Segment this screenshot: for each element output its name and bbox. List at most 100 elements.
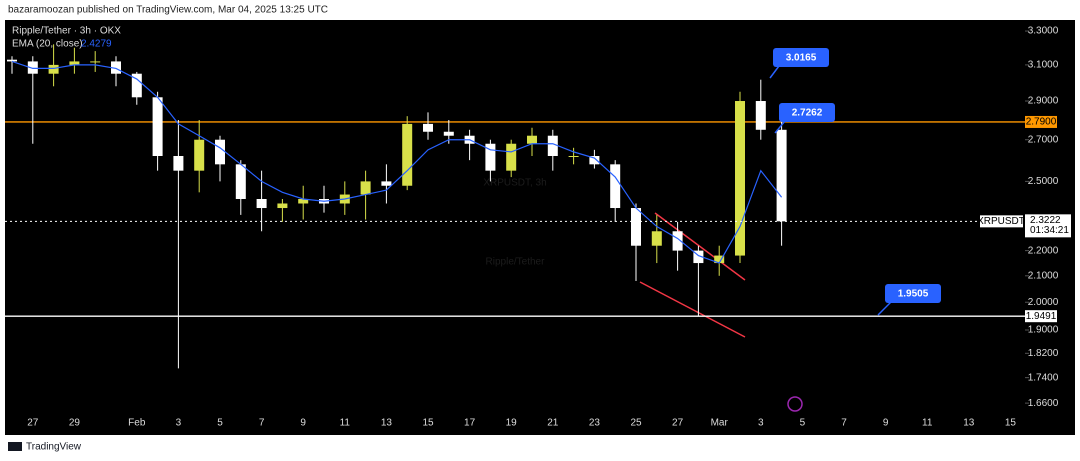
callout-pointer	[877, 301, 892, 316]
candle-body	[672, 231, 683, 251]
candle-body	[173, 156, 184, 171]
candle-body	[381, 181, 392, 186]
candle-body	[589, 156, 600, 165]
x-tick-label: 15	[422, 418, 434, 429]
level-label: 2.7900	[1026, 117, 1057, 128]
trendlines	[639, 212, 746, 338]
trendline	[654, 212, 746, 281]
y-tick-label: 1.7400	[1028, 372, 1059, 383]
x-tick-label: 19	[506, 418, 518, 429]
countdown: 01:34:21	[1030, 225, 1069, 236]
ema-legend: EMA (20, close)	[12, 39, 83, 50]
candle-body	[631, 208, 641, 246]
y-tick-label: 2.9000	[1028, 96, 1059, 107]
x-tick-label: 25	[630, 418, 642, 429]
level-label-box	[1025, 115, 1057, 128]
candle-body	[735, 101, 745, 256]
candle-body	[152, 97, 163, 157]
x-tick-label: 21	[547, 418, 559, 429]
footer: TradingView	[26, 442, 82, 453]
candle-body	[111, 61, 121, 74]
level-label-box	[1025, 310, 1057, 323]
candle-body	[402, 123, 413, 186]
candle-body	[610, 164, 621, 209]
candle-body	[360, 181, 371, 195]
candle-body	[215, 139, 225, 165]
x-tick-label: 17	[464, 418, 476, 429]
callout-label: 3.0165	[786, 53, 817, 64]
y-tick-label: 2.0000	[1028, 297, 1059, 308]
callout-pointer	[774, 120, 786, 134]
candle-body	[693, 250, 704, 264]
y-tick-label: 1.9000	[1028, 325, 1059, 336]
candle-body	[714, 255, 725, 264]
x-tick-label: 13	[381, 418, 393, 429]
x-tick-label: 9	[300, 418, 306, 429]
x-tick-label: 15	[1005, 418, 1017, 429]
candle-body	[485, 143, 496, 171]
candle-body	[776, 129, 787, 222]
ema-value: 2.4279	[81, 39, 112, 50]
candle-body	[194, 139, 205, 171]
y-tick-label: 1.6600	[1028, 398, 1059, 409]
x-tick-label: 23	[589, 418, 601, 429]
x-tick-label: 3	[176, 418, 182, 429]
callout-box	[779, 103, 835, 122]
callout-pointer	[769, 65, 780, 79]
candle-body	[277, 203, 288, 209]
chart-pane	[5, 20, 1075, 435]
candle-body	[755, 101, 766, 130]
symbol-label: XRPUSDT	[977, 216, 1025, 227]
x-tick-label: 3	[758, 418, 764, 429]
x-tick-label: 5	[217, 418, 223, 429]
x-tick-label: 11	[340, 418, 351, 429]
y-tick-label: 2.5000	[1028, 176, 1059, 187]
candle-body	[235, 164, 246, 200]
candle-body	[256, 199, 267, 209]
candle-body	[69, 61, 80, 65]
logo-mark	[8, 442, 22, 451]
x-tick-label: 27	[27, 418, 39, 429]
header: bazaramoozan published on TradingView.co…	[8, 5, 328, 16]
y-tick-label: 1.8200	[1028, 348, 1059, 359]
callout-box	[773, 48, 829, 67]
last-price-box	[1025, 214, 1071, 238]
symbol-box	[980, 215, 1023, 228]
candle-body	[443, 131, 454, 136]
y-tick-label: 2.2000	[1028, 245, 1059, 256]
callout-label: 2.7262	[792, 108, 823, 119]
candle-body	[48, 64, 59, 74]
x-tick-label: 29	[69, 418, 81, 429]
y-tick-label: 3.3000	[1028, 26, 1059, 37]
watermark: XRPUSDT, 3h	[483, 178, 546, 189]
candle-body	[298, 199, 309, 204]
ema-line	[11, 60, 783, 264]
candle-body	[7, 59, 17, 62]
watermark-subtitle: Ripple/Tether	[486, 257, 546, 268]
candle-body	[27, 61, 38, 74]
callout-label: 1.9505	[898, 289, 929, 300]
x-tick-label: 7	[259, 418, 265, 429]
x-tick-label: 5	[800, 418, 806, 429]
candle-body	[527, 135, 537, 144]
chart-title: Ripple/Tether · 3h · OKX	[12, 26, 121, 37]
candle-body	[568, 156, 579, 158]
level-label: 1.9491	[1026, 311, 1057, 322]
candle-body	[423, 123, 433, 132]
x-tick-label: 13	[963, 418, 975, 429]
x-tick-label: Feb	[128, 418, 146, 429]
candle-body	[506, 143, 517, 171]
candle-body	[651, 231, 662, 246]
x-tick-label: 27	[672, 418, 684, 429]
x-tick-label: 7	[841, 418, 847, 429]
y-tick-label: 2.7000	[1028, 134, 1059, 145]
x-tick-label: 11	[922, 418, 933, 429]
candle-body	[90, 61, 101, 63]
x-tick-label: Mar	[711, 418, 729, 429]
candle-body	[131, 73, 142, 98]
last-price-label: 2.3222	[1030, 215, 1061, 226]
y-tick-label: 3.1000	[1028, 60, 1059, 71]
event-icon[interactable]	[787, 396, 803, 412]
x-tick-label: 9	[883, 418, 889, 429]
